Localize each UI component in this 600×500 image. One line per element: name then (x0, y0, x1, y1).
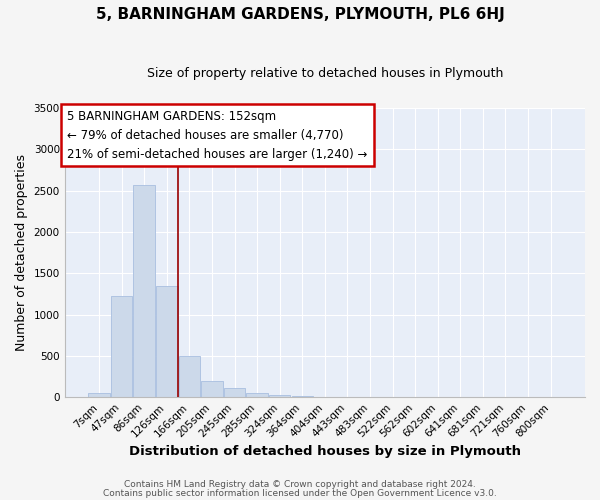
Title: Size of property relative to detached houses in Plymouth: Size of property relative to detached ho… (146, 68, 503, 80)
Bar (224, 388, 245, 397)
Y-axis label: Number of detached properties: Number of detached properties (15, 154, 28, 351)
Bar (111, 296, 133, 397)
Bar (201, 380, 223, 397)
Text: Contains public sector information licensed under the Open Government Licence v3: Contains public sector information licen… (103, 490, 497, 498)
Bar (292, 396, 313, 397)
Bar (247, 393, 268, 397)
Bar (269, 394, 290, 397)
X-axis label: Distribution of detached houses by size in Plymouth: Distribution of detached houses by size … (129, 444, 521, 458)
Text: 5 BARNINGHAM GARDENS: 152sqm
← 79% of detached houses are smaller (4,770)
21% of: 5 BARNINGHAM GARDENS: 152sqm ← 79% of de… (67, 110, 368, 160)
Text: 5, BARNINGHAM GARDENS, PLYMOUTH, PL6 6HJ: 5, BARNINGHAM GARDENS, PLYMOUTH, PL6 6HJ (95, 8, 505, 22)
Bar (179, 356, 200, 397)
Bar (156, 286, 178, 397)
Bar (133, 185, 155, 397)
Bar (88, 393, 110, 397)
Text: Contains HM Land Registry data © Crown copyright and database right 2024.: Contains HM Land Registry data © Crown c… (124, 480, 476, 489)
